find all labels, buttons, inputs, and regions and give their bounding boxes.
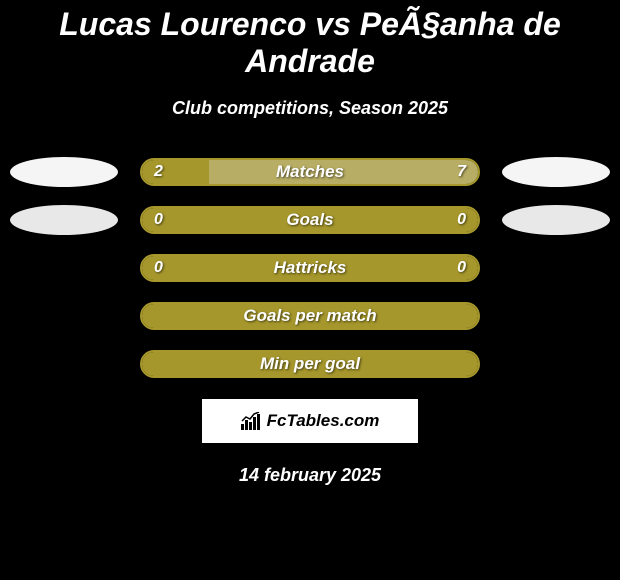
stat-bar: 00Hattricks (140, 254, 480, 282)
bar-chart-icon (241, 412, 263, 430)
stat-bar: Min per goal (140, 350, 480, 378)
stat-row: 00Hattricks (0, 253, 620, 283)
player-shape-left (10, 205, 118, 235)
player-shape-right (502, 157, 610, 187)
comparison-rows: 27Matches 00Goals 00Hattricks Goals per mat… (0, 157, 620, 379)
stat-row: Min per goal (0, 349, 620, 379)
stat-bar: 27Matches (140, 158, 480, 186)
stat-row: 00Goals (0, 205, 620, 235)
stat-label: Matches (142, 160, 478, 184)
player-shape-right (502, 205, 610, 235)
spacer (10, 301, 118, 331)
stat-row: 27Matches (0, 157, 620, 187)
stat-row: Goals per match (0, 301, 620, 331)
spacer (10, 253, 118, 283)
stat-bar: Goals per match (140, 302, 480, 330)
spacer (10, 349, 118, 379)
logo-text: FcTables.com (267, 411, 380, 431)
stat-label: Hattricks (142, 256, 478, 280)
stat-bar: 00Goals (140, 206, 480, 234)
stat-label: Goals per match (142, 304, 478, 328)
spacer (502, 349, 610, 379)
spacer (502, 253, 610, 283)
stat-label: Min per goal (142, 352, 478, 376)
spacer (502, 301, 610, 331)
date-line: 14 february 2025 (0, 465, 620, 486)
page-title: Lucas Lourenco vs PeÃ§anha de Andrade (0, 0, 620, 80)
player-shape-left (10, 157, 118, 187)
stat-label: Goals (142, 208, 478, 232)
logo-box[interactable]: FcTables.com (202, 399, 418, 443)
page-subtitle: Club competitions, Season 2025 (0, 98, 620, 119)
